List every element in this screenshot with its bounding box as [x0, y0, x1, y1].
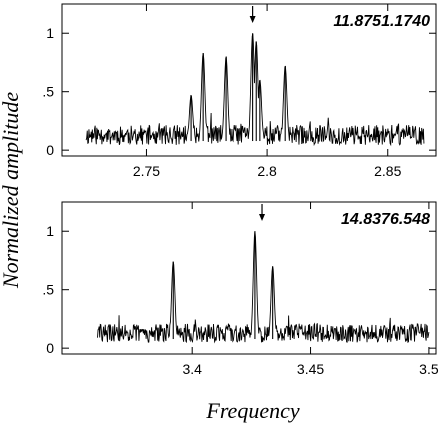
bottom-x-tick-label: 3.5	[419, 361, 439, 377]
top-y-tick-label: 1	[46, 25, 54, 41]
bottom-panel-title: 14.8376.548	[341, 211, 430, 228]
bottom-y-tick-label: 1	[46, 223, 54, 239]
bottom-x-tick-label: 3.45	[297, 361, 324, 377]
bottom-y-tick-label: 0	[46, 340, 54, 356]
top-y-tick-label: 0	[46, 142, 54, 158]
top-spectrum-line	[85, 33, 425, 147]
bottom-panel: 3.4 3.45 3.5 0 .5 1 14.8376.548	[42, 201, 439, 377]
x-axis-title: Frequency	[205, 398, 299, 423]
bottom-y-tick-label: .5	[42, 282, 54, 298]
top-y-tick-label: .5	[42, 84, 54, 100]
top-panel: 2.75 2.8 2.85 0 .5 1 11.8751.1740	[42, 3, 437, 179]
y-axis-title: Normalized amplitude	[0, 92, 23, 289]
top-x-tick-label: 2.8	[257, 163, 277, 179]
top-x-tick-label: 2.85	[374, 163, 401, 179]
top-panel-title: 11.8751.1740	[333, 13, 430, 30]
bottom-marker-arrow-head	[259, 214, 266, 221]
top-plot-frame	[61, 3, 437, 157]
bottom-plot-frame	[61, 201, 437, 355]
top-x-tick-label: 2.75	[133, 163, 160, 179]
bottom-x-tick-label: 3.4	[182, 361, 202, 377]
bottom-spectrum-line	[97, 231, 430, 344]
top-marker-arrow-head	[249, 16, 256, 23]
